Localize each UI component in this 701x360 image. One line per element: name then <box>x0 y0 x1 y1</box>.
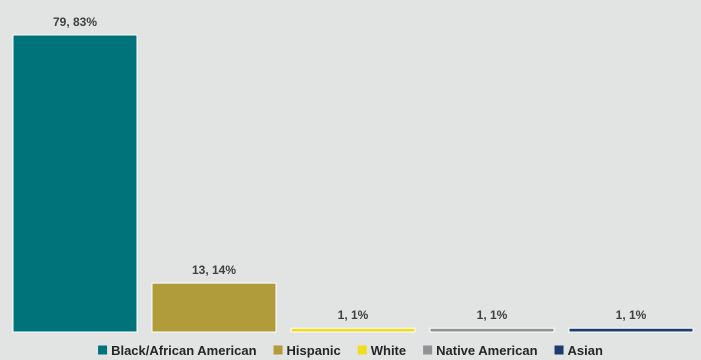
legend-label-white: White <box>371 343 406 358</box>
data-label-hispanic: 13, 14% <box>192 263 236 277</box>
bar-native-american <box>429 327 555 333</box>
legend-item-white: White <box>357 343 406 358</box>
legend-label-black-african-american: Black/African American <box>111 343 257 358</box>
legend-item-asian: Asian <box>554 343 603 358</box>
legend-swatch-asian <box>554 345 564 355</box>
legend-label-native-american: Native American <box>436 343 537 358</box>
data-label-native-american: 1, 1% <box>477 308 508 322</box>
bar-asian <box>568 327 694 333</box>
legend-swatch-native-american <box>423 345 433 355</box>
legend-item-hispanic: Hispanic <box>273 343 341 358</box>
data-label-asian: 1, 1% <box>616 308 647 322</box>
bar-hispanic <box>151 282 277 333</box>
data-label-white: 1, 1% <box>338 308 369 322</box>
bar-white <box>290 327 416 333</box>
data-label-black-african-american: 79, 83% <box>53 15 97 29</box>
legend-label-hispanic: Hispanic <box>287 343 341 358</box>
data-labels-group: 79, 83% 13, 14% 1, 1% 1, 1% 1, 1% <box>53 15 647 322</box>
bars-group <box>12 34 694 333</box>
legend-swatch-black-african-american <box>98 345 108 355</box>
legend-label-asian: Asian <box>568 343 603 358</box>
legend-swatch-white <box>357 345 367 355</box>
bar-black-african-american <box>12 34 138 333</box>
legend-swatch-hispanic <box>273 345 283 355</box>
legend: Black/African American Hispanic White Nativ… <box>98 343 603 358</box>
legend-item-black-african-american: Black/African American <box>98 343 257 358</box>
legend-item-native-american: Native American <box>423 343 538 358</box>
